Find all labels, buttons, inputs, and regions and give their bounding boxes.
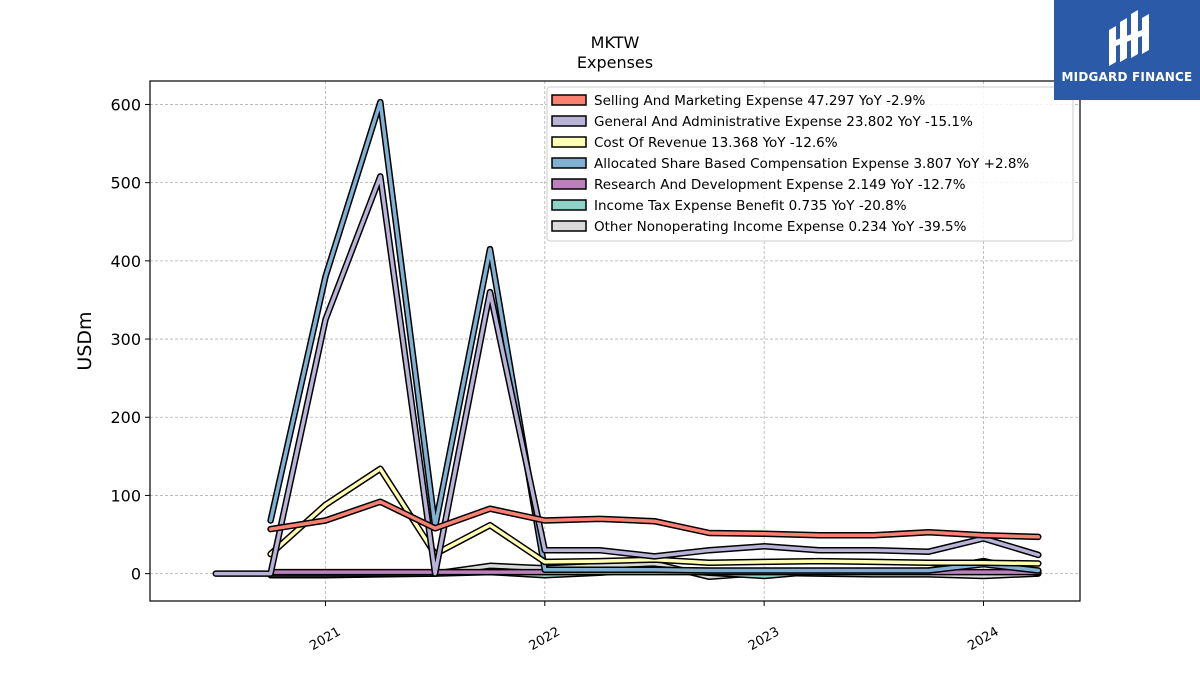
legend-swatch	[551, 199, 587, 211]
legend: Selling And Marketing Expense 47.297 YoY…	[546, 86, 1074, 242]
legend-entry-label: Other Nonoperating Income Expense 0.234 …	[594, 219, 967, 235]
series-lines	[212, 98, 1042, 581]
x-tick-label: 2021	[307, 624, 343, 654]
logo-mark-icon	[1109, 10, 1149, 66]
y-tick-label: 600	[110, 95, 141, 114]
plot-frame	[149, 80, 1081, 602]
series-line	[268, 100, 1041, 573]
midgard-finance-logo: MIDGARD FINANCE	[1054, 0, 1200, 100]
legend-swatch	[551, 178, 587, 190]
series-line	[214, 174, 1041, 576]
y-tick-label: 100	[110, 486, 141, 505]
legend-swatch	[551, 115, 587, 127]
chart-title: MKTW	[591, 33, 640, 52]
y-tick-label: 300	[110, 330, 141, 349]
y-tick-label: 200	[110, 408, 141, 427]
x-axis: 2021 2022 2023 2024	[307, 601, 1001, 654]
legend-entry-label: Cost Of Revenue 13.368 YoY -12.6%	[594, 135, 838, 151]
legend-entry-label: Selling And Marketing Expense 47.297 YoY…	[594, 93, 925, 109]
legend-swatch	[551, 157, 587, 169]
y-tick-label: 0	[131, 565, 141, 584]
legend-swatch	[551, 136, 587, 148]
legend-box	[546, 86, 1074, 242]
x-tick-label: 2022	[527, 624, 563, 654]
legend-entry-label: Research And Development Expense 2.149 Y…	[594, 177, 966, 193]
legend-swatch	[551, 94, 587, 106]
logo-text: MIDGARD FINANCE	[1061, 70, 1193, 84]
legend-entry-label: Allocated Share Based Compensation Expen…	[594, 156, 1029, 172]
legend-entry-label: General And Administrative Expense 23.80…	[594, 114, 973, 130]
x-tick-label: 2023	[746, 624, 782, 654]
series-line	[268, 499, 1041, 539]
legend-swatch	[551, 220, 587, 232]
legend-entry-label: Income Tax Expense Benefit 0.735 YoY -20…	[594, 198, 907, 214]
y-tick-label: 400	[110, 252, 141, 271]
y-tick-label: 500	[110, 174, 141, 193]
y-axis-label: USDm	[74, 311, 96, 370]
y-axis: 0 100 200 300 400 500 600	[110, 95, 150, 584]
chart-subtitle: Expenses	[577, 53, 653, 72]
x-tick-label: 2024	[965, 624, 1001, 654]
